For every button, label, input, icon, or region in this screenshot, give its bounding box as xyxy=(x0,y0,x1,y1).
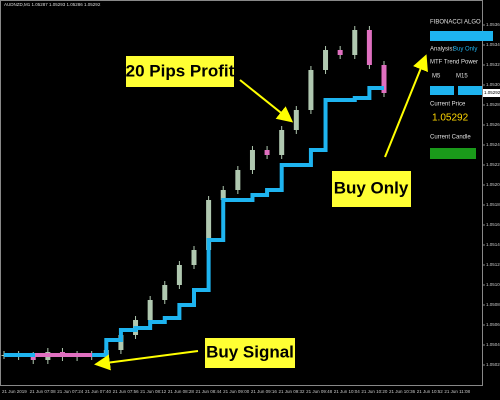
y-tick-label: 1.05260 xyxy=(486,122,500,127)
note-box xyxy=(330,169,413,209)
candle xyxy=(293,110,299,130)
candle xyxy=(323,50,329,70)
note: Buy Only xyxy=(334,178,409,197)
arrow xyxy=(384,54,428,158)
candle xyxy=(279,130,285,155)
candle xyxy=(147,300,153,320)
x-tick-label: 21 Jun 07:56 xyxy=(113,389,140,394)
y-tick-label: 1.05200 xyxy=(486,182,500,187)
candle xyxy=(206,200,212,250)
price-tag xyxy=(483,89,500,97)
y-tick-label: 1.05020 xyxy=(486,362,500,367)
tf-box xyxy=(430,86,454,95)
x-tick-label: 21 Jun 08:44 xyxy=(196,389,223,394)
x-tick-label: 21 Jun 10:20 xyxy=(361,389,388,394)
tf-box xyxy=(458,86,482,95)
candle xyxy=(308,70,314,110)
candle xyxy=(249,150,255,170)
candle xyxy=(176,265,182,285)
label: M15 xyxy=(456,74,468,80)
x-tick-label: 21 Jun 10:52 xyxy=(417,389,444,394)
candle-box xyxy=(430,148,476,159)
y-tick-label: 1.05160 xyxy=(486,222,500,227)
label: Current Candle xyxy=(430,135,471,141)
label: MTF Trend Power xyxy=(430,60,478,66)
panel-title: FIBONACCI ALGO xyxy=(430,20,481,26)
y-tick-label: 1.05360 xyxy=(486,22,500,27)
label: Current Price xyxy=(430,102,466,108)
analysis-value: Buy Only xyxy=(453,47,477,53)
price-tag-label: 1.05292 xyxy=(484,90,500,95)
y-tick-label: 1.05180 xyxy=(486,202,500,207)
candle xyxy=(381,65,387,93)
candle xyxy=(264,150,270,155)
y-tick-label: 1.05040 xyxy=(486,342,500,347)
status-bar xyxy=(430,31,493,41)
arrow xyxy=(94,350,199,371)
candle xyxy=(220,190,226,200)
y-tick-label: 1.05100 xyxy=(486,282,500,287)
x-tick-label: 21 Jun 09:32 xyxy=(278,389,305,394)
candle xyxy=(118,335,124,350)
x-tick-label: 21 Jun 09:16 xyxy=(251,389,278,394)
y-tick-label: 1.05060 xyxy=(486,322,500,327)
y-tick-label: 1.05300 xyxy=(486,82,500,87)
candle xyxy=(30,356,36,360)
price: 1.05292 xyxy=(432,113,469,124)
header: AUDNZD,M1 1.05287 1.05293 1.05286 1.0529… xyxy=(4,2,101,7)
x-tick-label: 21 Jun 08:12 xyxy=(140,389,167,394)
note: 20 Pips Profit xyxy=(126,61,235,80)
x-tick-label: 21 Jun 08:28 xyxy=(168,389,195,394)
x-tick-label: 21 Jun 10:36 xyxy=(389,389,416,394)
y-tick-label: 1.05320 xyxy=(486,62,500,67)
x-tick-label: 21 Jun 09:00 xyxy=(223,389,250,394)
note-box xyxy=(203,336,297,370)
x-tick-label: 21 Jun 11:08 xyxy=(444,389,470,394)
candle xyxy=(337,50,343,55)
candle xyxy=(191,250,197,265)
y-tick-label: 1.05140 xyxy=(486,242,500,247)
candle xyxy=(162,285,168,300)
arrow xyxy=(239,79,294,123)
label: Analysis: xyxy=(430,47,454,53)
note: Buy Signal xyxy=(206,342,294,361)
candle xyxy=(366,30,372,65)
y-tick-label: 1.05120 xyxy=(486,262,500,267)
y-tick-label: 1.05340 xyxy=(486,42,500,47)
x-tick-label: 21 Jun 2019 xyxy=(2,389,27,394)
x-tick-label: 21 Jun 10:04 xyxy=(334,389,361,394)
x-tick-label: 21 Jun 07:08 xyxy=(30,389,57,394)
y-tick-label: 1.05080 xyxy=(486,302,500,307)
note-box xyxy=(124,54,236,89)
candle xyxy=(235,170,241,190)
x-tick-label: 21 Jun 07:24 xyxy=(57,389,84,394)
candle xyxy=(352,30,358,55)
x-tick-label: 21 Jun 07:40 xyxy=(85,389,112,394)
x-tick-label: 21 Jun 09:48 xyxy=(306,389,333,394)
y-tick-label: 1.05240 xyxy=(486,142,500,147)
y-tick-label: 1.05280 xyxy=(486,102,500,107)
label: M5 xyxy=(432,74,441,80)
y-tick-label: 1.05220 xyxy=(486,162,500,167)
